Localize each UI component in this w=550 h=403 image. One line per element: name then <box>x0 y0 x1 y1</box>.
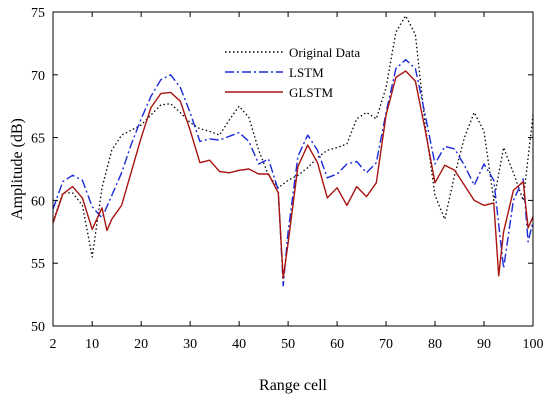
x-tick-label: 60 <box>330 337 344 352</box>
series-line-lstm <box>52 59 534 287</box>
x-tick-label: 80 <box>428 337 442 352</box>
y-tick-label: 75 <box>31 6 45 21</box>
legend-label: LSTM <box>289 65 324 80</box>
y-axis-title: Amplitude (dB) <box>9 118 26 220</box>
ticks-layer: 2 10 20 30 40 50 60 70 80 90 100 50 55 60 65 70 75 <box>31 6 544 352</box>
legend-label: Original Data <box>289 45 360 60</box>
x-tick-label: 2 <box>50 337 57 352</box>
x-tick-label: 70 <box>379 337 393 352</box>
x-tick-label: 100 <box>523 337 544 352</box>
y-tick-label: 60 <box>31 194 45 209</box>
x-tick-label: 30 <box>183 337 197 352</box>
x-tick-label: 20 <box>134 337 148 352</box>
series-layer <box>52 15 534 287</box>
x-axis-title: Range cell <box>259 377 328 394</box>
x-tick-label: 10 <box>85 337 99 352</box>
x-tick-label: 50 <box>281 337 295 352</box>
y-tick-label: 65 <box>31 132 45 147</box>
y-tick-label: 55 <box>31 257 45 272</box>
y-tick-label: 50 <box>31 320 45 335</box>
series-line-original-data <box>52 15 534 258</box>
series-line-glstm <box>52 70 534 279</box>
legend-label: GLSTM <box>289 85 334 100</box>
x-tick-label: 40 <box>232 337 246 352</box>
x-tick-label: 90 <box>477 337 491 352</box>
plot-frame <box>52 11 534 327</box>
y-tick-label: 70 <box>31 69 45 84</box>
legend: Original Data LSTM GLSTM <box>225 45 360 100</box>
